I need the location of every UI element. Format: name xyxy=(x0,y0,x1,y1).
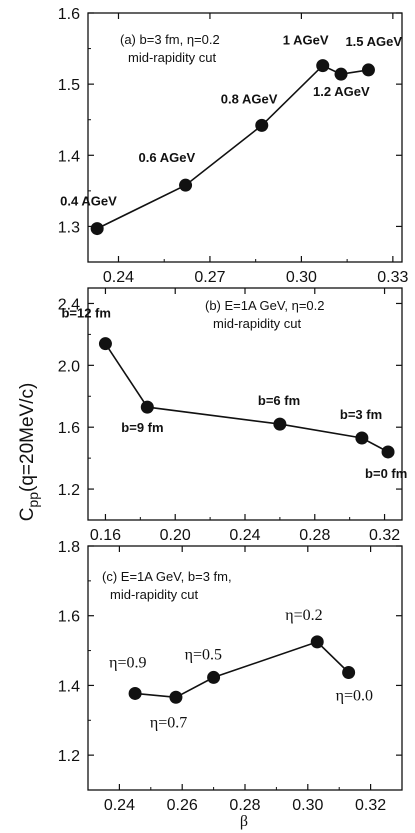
point-label: 0.8 AGeV xyxy=(221,91,278,106)
point-label: 0.4 AGeV xyxy=(60,194,117,209)
data-point xyxy=(169,690,183,704)
point-label: 1.5 AGeV xyxy=(345,34,402,49)
panel-b: 0.16 0.20 0.24 0.28 0.32 1.2 1.6 2.0 2.4 (b) E=1A… xyxy=(58,287,407,544)
panel-annotation: mid-rapidity cut xyxy=(110,587,199,602)
x-axis-title: β xyxy=(240,813,248,830)
point-label: η=0.7 xyxy=(150,714,187,731)
data-point xyxy=(98,337,112,351)
data-point xyxy=(255,118,269,132)
data-point xyxy=(90,222,104,236)
point-label: η=0.9 xyxy=(109,654,146,671)
x-tick-label: 0.32 xyxy=(369,527,400,544)
x-tick-label: 0.20 xyxy=(160,527,191,544)
panel-annotation: (b) E=1A GeV, η=0.2 xyxy=(205,298,325,313)
series-line xyxy=(135,640,350,699)
point-label: 1.2 AGeV xyxy=(313,84,370,99)
point-label: 1 AGeV xyxy=(283,33,329,48)
point-label: b=12 fm xyxy=(61,306,111,321)
data-point xyxy=(128,686,142,700)
data-point xyxy=(334,67,348,81)
panel-annotation: mid-rapidity cut xyxy=(213,316,302,331)
data-point xyxy=(361,63,375,77)
x-tick-label: 0.26 xyxy=(167,797,198,814)
data-point xyxy=(342,666,356,680)
data-point xyxy=(355,431,369,445)
y-tick-label: 1.2 xyxy=(58,482,80,499)
data-point xyxy=(140,400,154,414)
x-tick-label: 0.27 xyxy=(194,269,225,286)
data-point xyxy=(273,417,287,431)
x-tick-label: 0.28 xyxy=(229,797,260,814)
panel-c: 0.24 0.26 0.28 0.30 0.32 1.2 1.4 1.6 1.8 (c) E=1A… xyxy=(58,539,403,814)
point-label: b=9 fm xyxy=(121,420,163,435)
x-tick-label: 0.33 xyxy=(377,269,408,286)
data-point xyxy=(381,445,395,459)
x-tick-label: 0.24 xyxy=(103,269,134,286)
y-axis-title-sub: pp xyxy=(25,492,41,508)
point-label: 0.6 AGeV xyxy=(139,150,196,165)
point-label: b=6 fm xyxy=(258,393,300,408)
y-tick-label: 1.4 xyxy=(58,148,80,165)
x-tick-label: 0.16 xyxy=(90,527,121,544)
y-tick-label: 1.5 xyxy=(58,77,80,94)
y-axis-title-main: C xyxy=(17,508,38,522)
x-tick-label: 0.24 xyxy=(229,527,260,544)
y-tick-label: 1.3 xyxy=(58,219,80,236)
point-label: b=0 fm xyxy=(365,466,407,481)
point-label: η=0.5 xyxy=(185,646,222,663)
panel-annotation: mid-rapidity cut xyxy=(128,50,217,65)
x-tick-label: 0.30 xyxy=(286,269,317,286)
point-label: η=0.0 xyxy=(336,688,373,705)
data-point xyxy=(179,178,193,192)
y-tick-label: 1.4 xyxy=(58,678,80,695)
point-label: η=0.2 xyxy=(285,607,322,624)
y-tick-label: 1.2 xyxy=(58,748,80,765)
y-tick-label: 1.6 xyxy=(58,420,80,437)
y-tick-label: 1.6 xyxy=(58,609,80,626)
data-point xyxy=(207,670,221,684)
data-point xyxy=(316,59,330,73)
y-axis-title: Cpp(q=20MeV/c) xyxy=(17,383,41,522)
y-tick-label: 2.0 xyxy=(58,358,80,375)
y-tick-label: 2.4 xyxy=(58,296,80,313)
panel-annotation: (c) E=1A GeV, b=3 fm, xyxy=(102,569,232,584)
x-tick-label: 0.24 xyxy=(104,797,135,814)
panel-a: 0.24 0.27 0.30 0.33 1.3 1.4 1.5 1.6 (a) b=3 fm, … xyxy=(58,6,409,286)
x-tick-label: 0.30 xyxy=(292,797,323,814)
x-tick-label: 0.32 xyxy=(355,797,386,814)
panel-annotation: (a) b=3 fm, η=0.2 xyxy=(120,32,220,47)
plot-frame xyxy=(87,12,403,263)
y-tick-label: 1.8 xyxy=(58,539,80,556)
y-tick-label: 1.6 xyxy=(58,6,80,23)
point-label: b=3 fm xyxy=(340,407,382,422)
panels: 0.24 0.27 0.30 0.33 1.3 1.4 1.5 1.6 (a) b=3 fm, … xyxy=(58,6,409,814)
data-point xyxy=(310,635,324,649)
series-line xyxy=(104,343,389,453)
y-axis-title-rest: (q=20MeV/c) xyxy=(17,383,38,492)
x-tick-label: 0.28 xyxy=(299,527,330,544)
